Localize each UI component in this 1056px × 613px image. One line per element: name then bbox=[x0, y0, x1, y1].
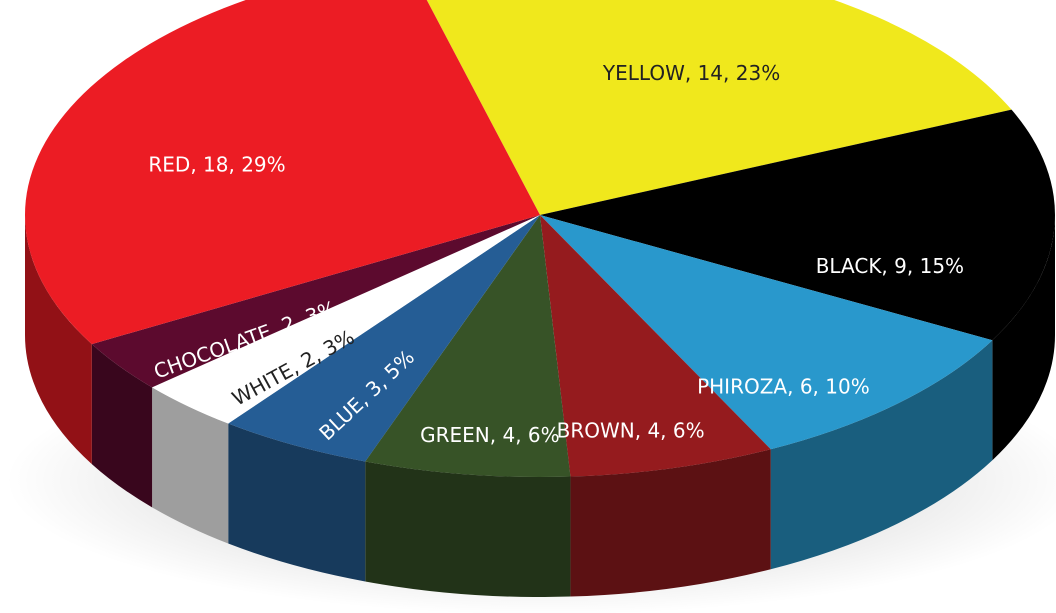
slice-side bbox=[91, 344, 153, 508]
data-label: RED, 18, 29% bbox=[148, 153, 285, 177]
slice-side bbox=[770, 340, 993, 570]
data-label: GREEN, 4, 6% bbox=[420, 423, 560, 447]
slice bbox=[152, 215, 541, 424]
slice bbox=[365, 215, 571, 477]
data-label: PHIROZA, 6, 10% bbox=[697, 375, 870, 399]
slice bbox=[91, 215, 540, 388]
slice bbox=[228, 215, 541, 462]
slice-side bbox=[152, 387, 229, 544]
slice bbox=[540, 215, 993, 450]
slice-side bbox=[992, 215, 1055, 461]
slice bbox=[540, 109, 1055, 341]
slice-side bbox=[570, 449, 771, 597]
slice bbox=[426, 0, 1012, 215]
data-label: BLACK, 9, 15% bbox=[816, 254, 964, 278]
slice-side bbox=[228, 423, 366, 582]
slice bbox=[25, 0, 540, 345]
slice-side bbox=[365, 461, 571, 597]
data-label: BROWN, 4, 6% bbox=[557, 419, 705, 443]
data-label: YELLOW, 14, 23% bbox=[602, 61, 780, 85]
slice-side bbox=[25, 215, 92, 465]
slice bbox=[540, 215, 771, 477]
